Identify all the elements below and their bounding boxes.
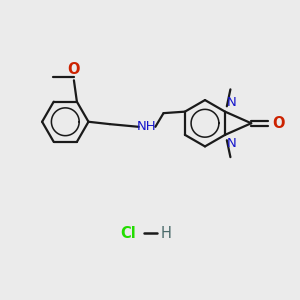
Text: NH: NH: [137, 120, 157, 133]
Text: Cl: Cl: [120, 226, 136, 241]
Text: O: O: [273, 116, 285, 131]
Text: N: N: [226, 137, 236, 150]
Text: H: H: [160, 226, 171, 241]
Text: N: N: [226, 96, 236, 109]
Text: O: O: [68, 62, 80, 77]
